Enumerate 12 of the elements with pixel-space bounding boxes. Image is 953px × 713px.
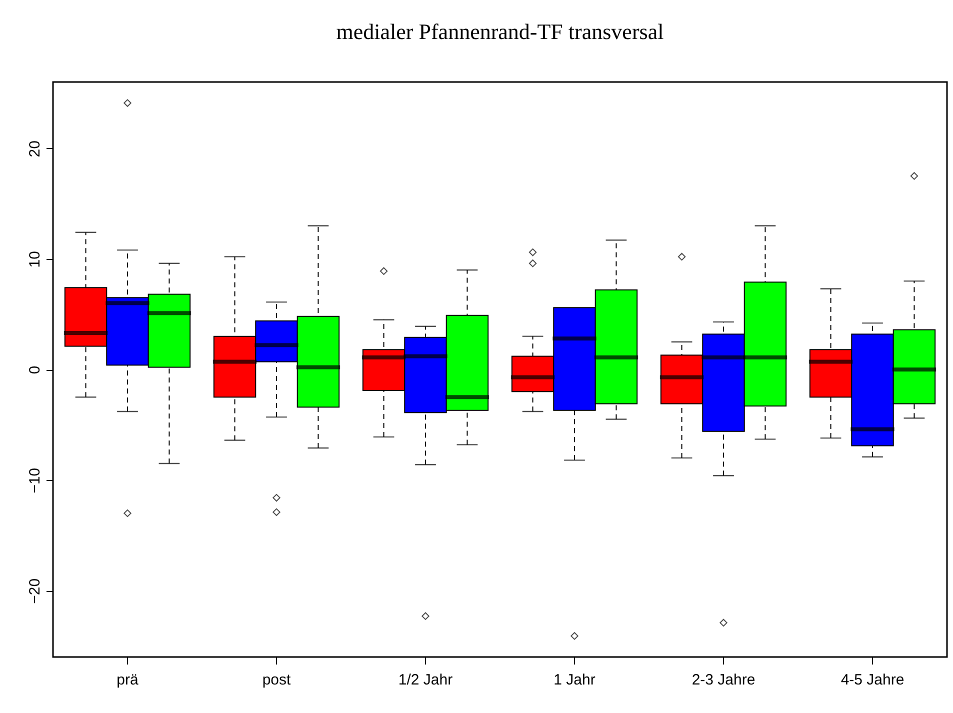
y-tick-label: 0 (26, 366, 44, 374)
x-tick-label: 4-5 Jahre (840, 672, 904, 688)
chart-title: medialer Pfannenrand-TF transversal (336, 19, 664, 44)
x-tick-label: 1/2 Jahr (398, 672, 453, 688)
x-tick-label: 2-3 Jahre (692, 672, 756, 688)
x-tick-label: prä (116, 672, 139, 688)
x-tick-label: 1 Jahr (554, 672, 596, 688)
x-tick-label: post (262, 672, 292, 688)
y-tick-label: 20 (26, 140, 44, 158)
y-tick-label: −20 (26, 578, 44, 604)
y-tick-label: −10 (26, 468, 44, 494)
y-tick-label: 10 (26, 251, 44, 268)
